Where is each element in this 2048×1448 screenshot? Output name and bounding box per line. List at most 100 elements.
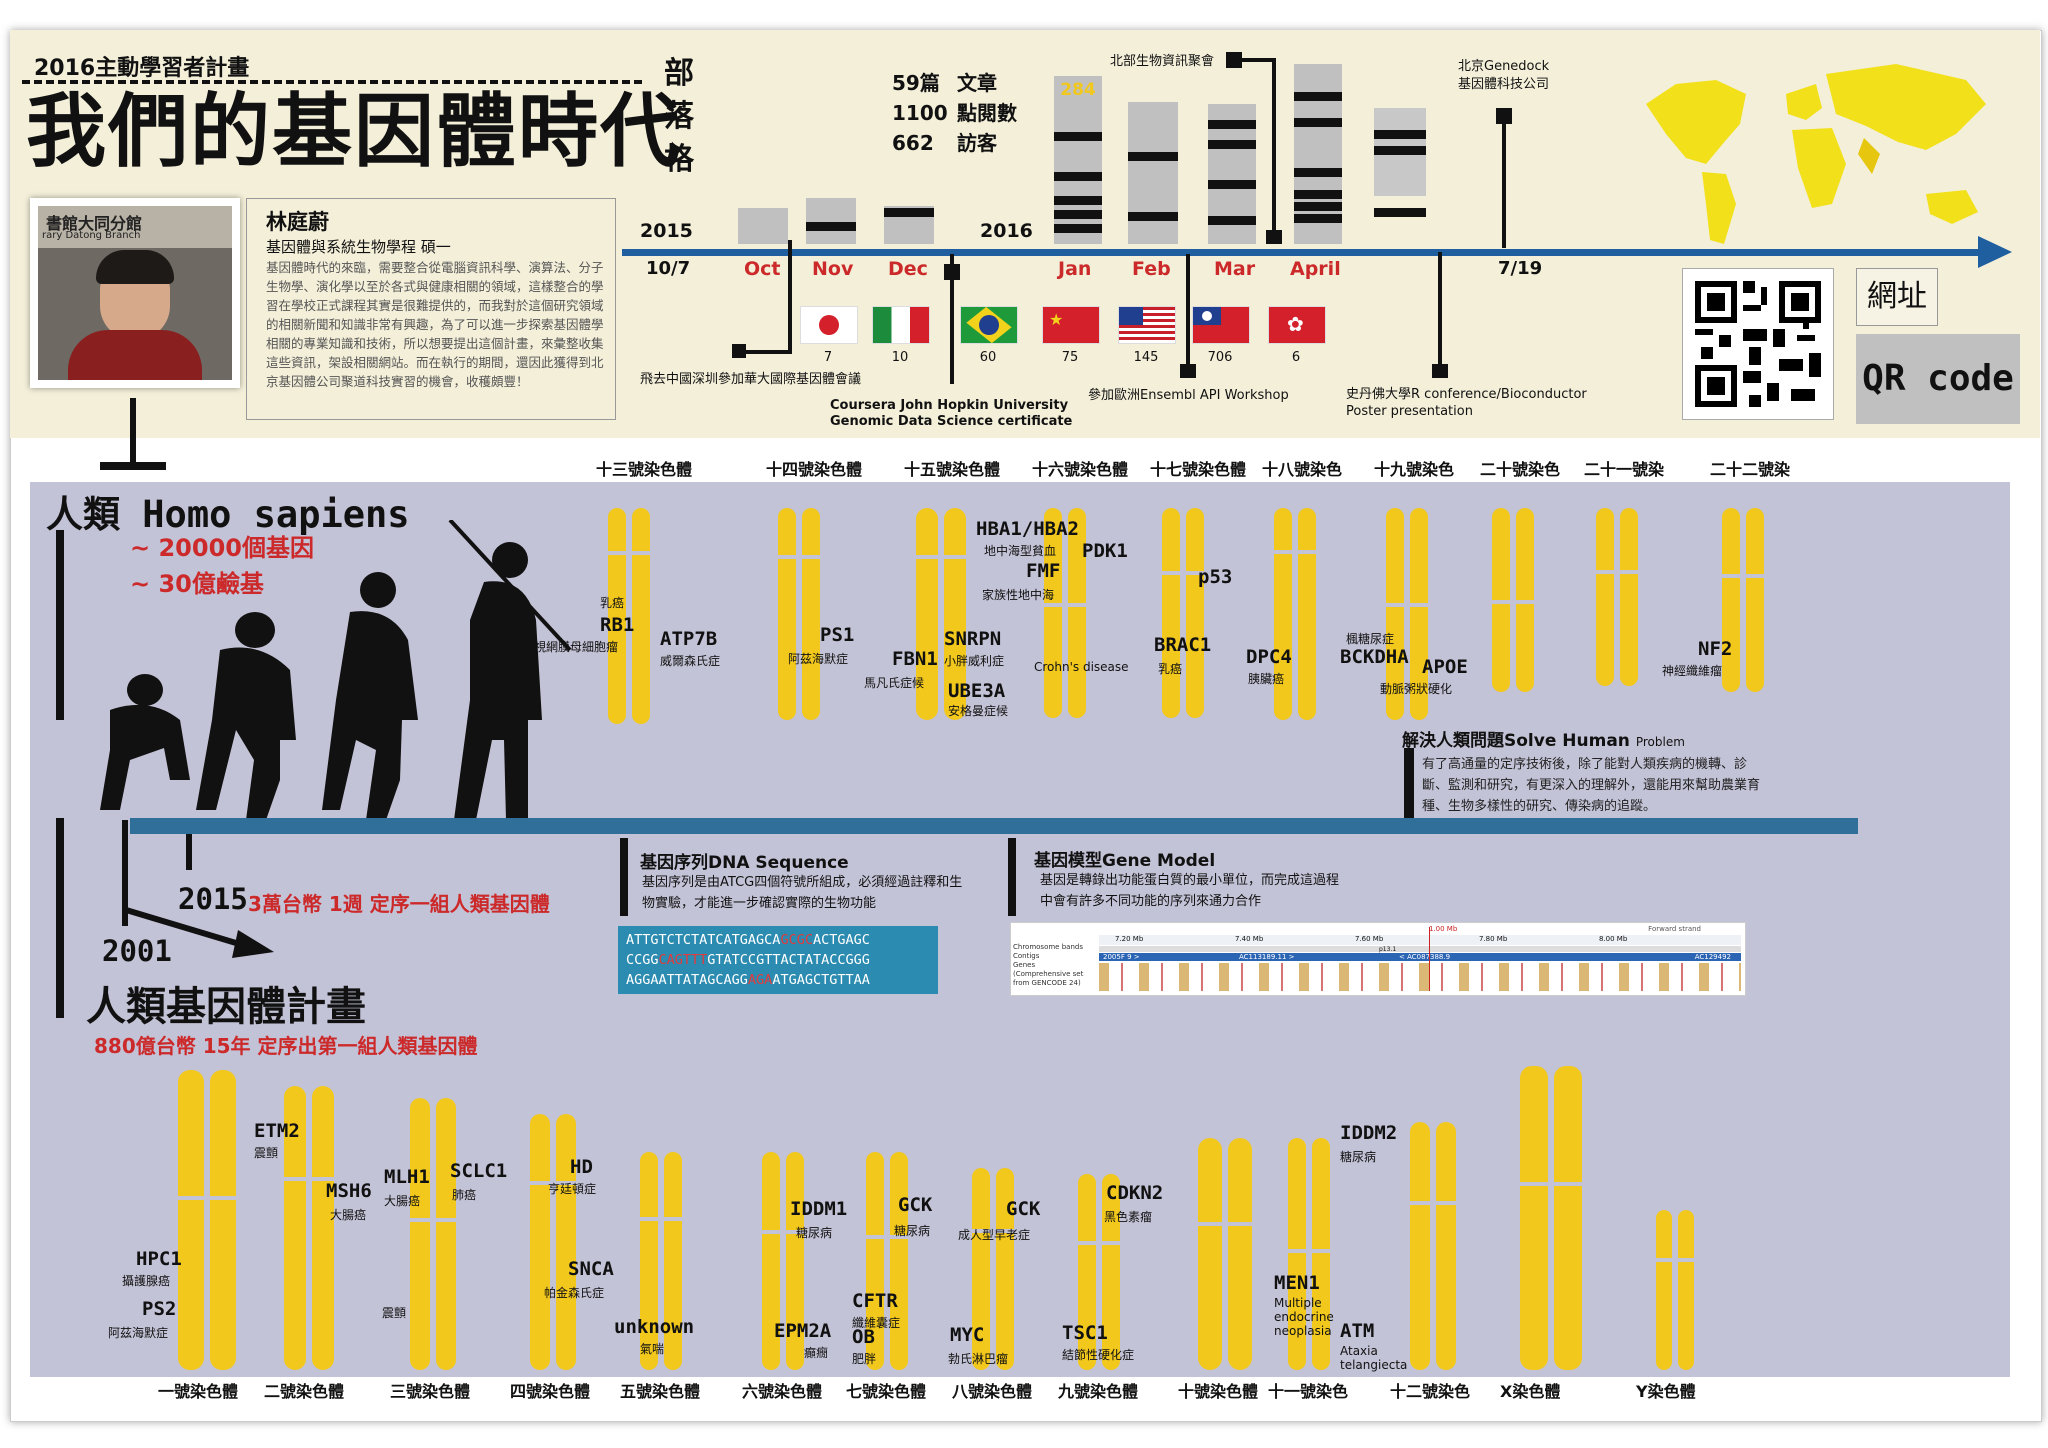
browser-top-tick: 1.00 Mb	[1429, 925, 1458, 933]
connector-line	[130, 398, 136, 466]
chromosome-label: 十二號染色	[1390, 1382, 1471, 1401]
month-label: April	[1290, 258, 1341, 280]
dna-sequence-lines: ATTGTCTCTATCATGAGCAGCGCACTGAGC CCGGCAGTTT…	[626, 930, 930, 990]
connector-line	[122, 820, 128, 926]
gene-label: p53	[1198, 566, 1233, 588]
event-marker	[1272, 58, 1276, 244]
left-rule	[56, 530, 64, 720]
event-marker	[1266, 230, 1282, 244]
chromosome-label: 二號染色體	[264, 1382, 345, 1401]
gene-label: unknown	[614, 1316, 695, 1338]
profile-name: 林庭蔚	[266, 210, 329, 234]
note-2001: 880億台幣 15年 定序出第一組人類基因體	[94, 1034, 478, 1058]
disease-label: 肺癌	[452, 1188, 477, 1202]
arrow-icon	[126, 907, 274, 958]
chromosome-label: 二十二號染	[1710, 460, 1791, 479]
event-marker	[1230, 58, 1276, 62]
profile-photo: 書館大同分館 rary Datong Branch	[30, 198, 240, 388]
year-2015: 2015	[178, 882, 248, 916]
gene-label: DPC4	[1246, 646, 1292, 668]
hgp-title: 人類基因體計畫	[86, 984, 366, 1030]
taiwan-flag-icon	[1192, 306, 1250, 344]
browser-tick: 7.40 Mb	[1235, 935, 1264, 943]
chromatid	[638, 1152, 660, 1370]
chromosome-label: 十六號染色體	[1032, 460, 1129, 479]
gene-label: IDDM1	[790, 1198, 848, 1220]
flag-count: 60	[979, 350, 997, 365]
chromosome-label: 六號染色體	[742, 1382, 823, 1401]
dna-body: 基因序列是由ATCG四個符號所組成，必須經過註釋和生物實驗，才能進一步確認實際的…	[642, 875, 963, 911]
chromatid	[606, 508, 628, 724]
disease-label: 神經纖維瘤	[1662, 664, 1723, 678]
chromosome-label: 七號染色體	[846, 1382, 927, 1401]
browser-strand: Forward strand	[1648, 925, 1701, 933]
timeline-axis	[622, 249, 1978, 256]
event-marker	[950, 254, 954, 384]
disease-label: 糖尿病	[1340, 1150, 1377, 1164]
chromosome-label: 二十號染色	[1480, 460, 1561, 479]
month-label: Oct	[744, 258, 781, 280]
disease-label: 威爾森氏症	[660, 654, 721, 668]
world-map-image	[1646, 64, 1986, 244]
photo-sign: 書館大同分館	[46, 214, 143, 233]
chromatid	[554, 1114, 578, 1370]
gene-model-title: 基因模型Gene Model	[1034, 851, 1216, 871]
chromatid	[1720, 508, 1742, 692]
solve-title: 解決人類問題Solve Human Problem	[1402, 731, 1685, 751]
blog-stats: 59篇 文章 1100 點閱數 662 訪客	[892, 68, 1017, 158]
disease-label: 小胖威利症	[944, 654, 1005, 668]
chromatid	[1196, 1138, 1224, 1370]
disease-label: 成人型早老症	[958, 1228, 1031, 1242]
gene-label: CFTR	[852, 1290, 898, 1312]
brazil-flag-icon	[960, 306, 1018, 344]
disease-label: Ataxia telangiecta	[1340, 1344, 1408, 1372]
stat-posts: 59篇 文章	[892, 71, 997, 95]
disease-label: 乳癌	[600, 596, 625, 610]
gene-label: BCKDHA	[1340, 646, 1409, 668]
chromosome-label: 一號染色體	[158, 1382, 239, 1401]
human-evolution-image	[100, 520, 572, 820]
browser-tick: 8.00 Mb	[1599, 935, 1628, 943]
month-label: Feb	[1132, 258, 1171, 280]
human-bases: ~ 30億鹼基	[130, 570, 264, 598]
gene-label: GCK	[898, 1194, 933, 1216]
disease-label: 動脈粥狀硬化	[1380, 682, 1453, 696]
flag-count: 145	[1133, 350, 1159, 365]
event-marker	[1226, 52, 1242, 68]
disease-label: 糖尿病	[796, 1226, 833, 1240]
chromatid	[1408, 1122, 1432, 1370]
disease-label: 勃氏淋巴瘤	[948, 1352, 1009, 1366]
month-label: Mar	[1214, 258, 1256, 280]
chromosome-label: 十四號染色體	[766, 460, 863, 479]
activity-bar	[1374, 108, 1426, 217]
gene-label: MLH1	[384, 1166, 430, 1188]
blog-char: 落	[664, 99, 694, 134]
genome-browser-image: Chromosome bands Contigs Genes (Comprehensi…	[1010, 922, 1746, 996]
activity-peak-value: 284	[1060, 80, 1096, 100]
gene-label: TSC1	[1062, 1322, 1108, 1344]
disease-label: 大腸癌	[330, 1208, 367, 1222]
month-label: Jan	[1058, 258, 1092, 280]
disease-label: 攝護腺癌	[122, 1274, 171, 1288]
human-baseline-bar	[130, 818, 1858, 834]
disease-label: 癲癇	[804, 1346, 829, 1360]
flag-count: 6	[1291, 350, 1301, 365]
gene-label: PS1	[820, 624, 855, 646]
chromosome-label: 十三號染色體	[596, 460, 693, 479]
event-marker	[736, 350, 792, 354]
gene-label: PS2	[142, 1298, 177, 1320]
qr-code-image[interactable]	[1682, 268, 1834, 420]
chromosome-label: 八號染色體	[952, 1382, 1033, 1401]
chromatid	[1184, 508, 1206, 718]
chromatid	[1226, 1138, 1254, 1370]
chromatid	[310, 1086, 336, 1370]
disease-label: 亨廷頓症	[548, 1182, 597, 1196]
dna-rule	[620, 838, 628, 916]
chromatid	[1076, 1174, 1098, 1370]
browser-track-label: Chromosome bands	[1013, 943, 1083, 951]
month-label: Nov	[812, 258, 854, 280]
hongkong-flag-icon: ✿	[1268, 306, 1326, 344]
disease-label: 乳癌	[1158, 662, 1183, 676]
disease-label: 地中海型貧血	[984, 544, 1057, 558]
chromatid	[282, 1086, 308, 1370]
